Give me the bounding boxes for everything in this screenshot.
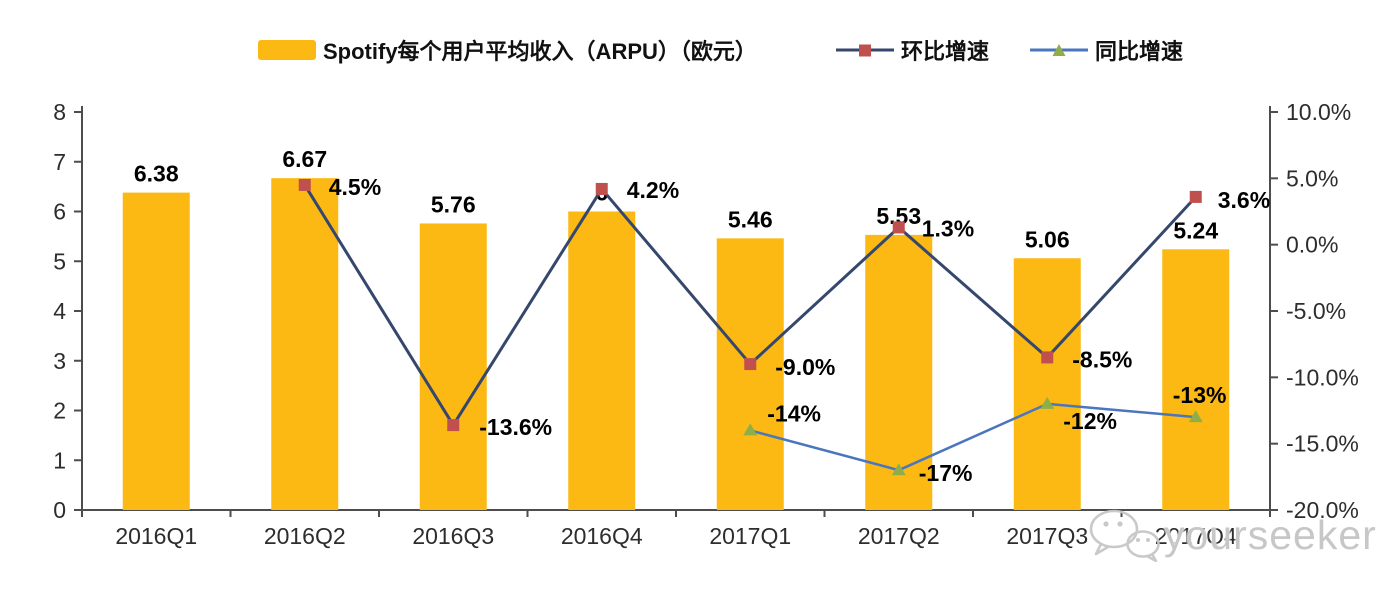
qoq-marker — [595, 182, 608, 195]
yoy-marker — [1040, 396, 1055, 409]
right-axis-tick-label: -20.0% — [1286, 497, 1359, 523]
arpu-bar — [568, 211, 636, 510]
qoq-marker — [298, 178, 311, 191]
x-axis-category-label: 2017Q1 — [709, 523, 791, 549]
right-axis-tick-label: 0.0% — [1286, 232, 1338, 258]
qoq-point-label: -13.6% — [479, 414, 552, 440]
qoq-point-label: 4.5% — [329, 174, 381, 200]
qoq-marker — [1041, 351, 1054, 364]
left-axis-tick-label: 5 — [53, 248, 66, 274]
arpu-bar-swatch-icon — [258, 40, 316, 60]
arpu-bar — [122, 192, 190, 510]
x-axis-category-label: 2017Q3 — [1006, 523, 1088, 549]
right-axis-tick-label: -15.0% — [1286, 431, 1359, 457]
yoy-point-label: -12% — [1063, 408, 1117, 434]
left-axis-tick-label: 4 — [53, 298, 66, 324]
legend-arpu-label: Spotify每个用户平均收入（ARPU）（欧元） — [323, 39, 757, 64]
qoq-point-label: 4.2% — [627, 177, 679, 203]
qoq-line-swatch-icon — [836, 44, 894, 57]
x-axis-category-label: 2017Q2 — [858, 523, 940, 549]
arpu-bar-label: 5.06 — [1025, 226, 1070, 252]
qoq-point-label: 1.3% — [922, 215, 974, 241]
arpu-bar — [271, 178, 339, 511]
yoy-marker — [743, 423, 758, 436]
right-axis-tick-label: 5.0% — [1286, 165, 1338, 191]
left-axis-tick-label: 6 — [53, 199, 66, 225]
qoq-marker — [1189, 190, 1202, 203]
left-axis-tick-label: 2 — [53, 398, 66, 424]
qoq-marker — [744, 358, 757, 371]
qoq-point-label: -8.5% — [1072, 346, 1132, 372]
arpu-bar-label: 5.24 — [1173, 217, 1218, 243]
qoq-marker — [892, 221, 905, 234]
legend-qoq-label: 环比增速 — [901, 39, 990, 64]
right-axis-tick-label: -10.0% — [1286, 364, 1359, 390]
legend-yoy-label: 同比增速 — [1095, 39, 1184, 64]
arpu-bar-label: 6.38 — [134, 161, 179, 187]
left-axis-tick-label: 1 — [53, 447, 66, 473]
qoq-marker — [447, 419, 460, 432]
legend-item-arpu: Spotify每个用户平均收入（ARPU）（欧元） — [258, 37, 757, 64]
left-axis-tick-label: 3 — [53, 348, 66, 374]
yoy-point-label: -17% — [919, 460, 973, 486]
left-axis-tick-label: 7 — [53, 149, 66, 175]
arpu-bar — [1013, 258, 1081, 510]
arpu-bar-label: 6.67 — [282, 146, 327, 172]
x-axis-category-label: 2017Q4 — [1155, 523, 1237, 549]
qoq-point-label: 3.6% — [1218, 187, 1270, 213]
left-axis-tick-label: 0 — [53, 497, 66, 523]
x-axis-category-label: 2016Q4 — [561, 523, 643, 549]
legend-item-yoy: 同比增速 — [1030, 37, 1184, 64]
arpu-bar-label: 5.46 — [728, 206, 773, 232]
yoy-point-label: -13% — [1173, 382, 1227, 408]
yoy-line-swatch-icon — [1030, 44, 1088, 56]
arpu-bar — [1162, 249, 1230, 510]
qoq-point-label: -9.0% — [775, 354, 835, 380]
yoy-marker — [1188, 410, 1203, 423]
yoy-line — [749, 402, 1196, 472]
right-axis-tick-label: 10.0% — [1286, 99, 1351, 125]
legend-item-qoq: 环比增速 — [836, 37, 990, 64]
arpu-bar — [419, 223, 487, 510]
yoy-point-label: -14% — [767, 400, 821, 426]
arpu-bar — [716, 238, 784, 511]
arpu-bar-label: 5.76 — [431, 191, 476, 217]
x-axis-category-label: 2016Q1 — [115, 523, 197, 549]
right-axis-tick-label: -5.0% — [1286, 298, 1346, 324]
yoy-marker — [891, 463, 906, 476]
x-axis-category-label: 2016Q3 — [412, 523, 494, 549]
left-axis-tick-label: 8 — [53, 99, 66, 125]
x-axis-category-label: 2016Q2 — [264, 523, 346, 549]
